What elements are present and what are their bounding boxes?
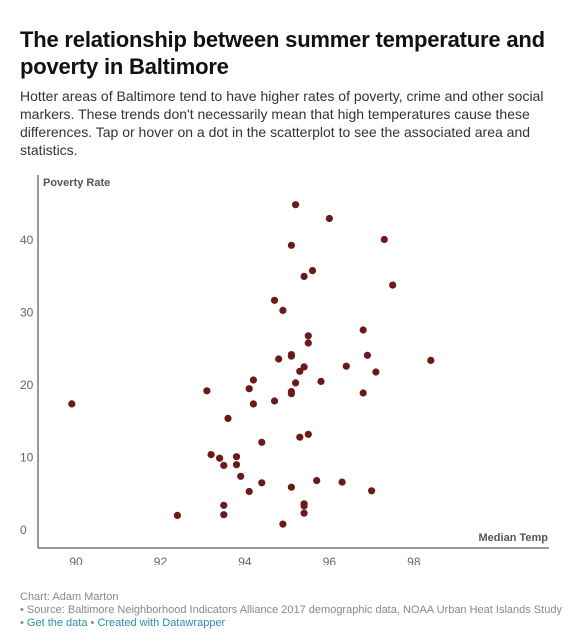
y-axis-title: Poverty Rate [43,177,110,189]
data-point[interactable] [300,363,308,371]
links-separator: • [87,617,98,629]
data-point[interactable] [359,326,367,334]
y-tick-labels: 0 10 20 30 40 [20,233,34,537]
data-point[interactable] [308,267,317,275]
data-point[interactable] [249,376,257,384]
data-point[interactable] [216,454,224,462]
data-point[interactable] [287,241,295,249]
get-data-link[interactable]: Get the data [26,617,88,629]
data-point[interactable] [313,477,321,485]
data-point[interactable] [389,281,397,289]
source-line: • Source: Baltimore Neighborhood Indicat… [20,604,562,616]
chart-description: Hotter areas of Baltimore tend to have h… [20,88,544,158]
y-tick-label: 40 [20,233,34,247]
data-point[interactable] [224,414,232,422]
data-point[interactable] [338,478,346,486]
data-point[interactable] [220,511,228,519]
data-point[interactable] [173,511,181,519]
datawrapper-link[interactable]: Created with Datawrapper [97,617,226,629]
credit-line: Chart: Adam Marton [20,591,119,603]
data-point[interactable] [258,479,266,487]
data-point[interactable] [232,453,241,461]
x-tick-label: 90 [69,555,83,565]
x-axis-title: Median Temp [479,532,549,544]
data-point[interactable] [372,368,380,376]
data-point[interactable] [359,389,367,397]
data-point[interactable] [275,355,283,363]
data-point[interactable] [380,235,388,244]
data-point[interactable] [270,397,279,405]
x-tick-label: 94 [238,555,252,565]
data-point[interactable] [220,501,228,509]
data-point[interactable] [245,385,253,393]
y-tick-label: 20 [20,378,34,392]
data-point[interactable] [296,367,304,375]
data-point[interactable] [427,356,435,364]
data-point[interactable] [220,461,228,469]
data-point[interactable] [258,438,266,446]
data-point[interactable] [287,352,295,360]
data-point[interactable] [304,430,312,438]
data-point[interactable] [300,502,308,510]
data-point[interactable] [304,339,312,347]
data-point[interactable] [317,377,325,385]
data-point[interactable] [325,214,333,223]
y-tick-label: 30 [20,306,34,320]
data-point[interactable] [287,388,295,396]
links-bullet: • [20,617,27,629]
data-point[interactable] [245,487,253,496]
data-point[interactable] [279,520,287,528]
links-line: • Get the data • Created with Datawrappe… [20,617,562,630]
data-point[interactable] [232,461,241,469]
data-points [68,201,435,528]
footer: Chart: Adam Marton • Source: Baltimore N… [20,591,562,630]
data-point[interactable] [279,306,287,314]
x-tick-label: 92 [154,555,168,565]
data-point[interactable] [304,332,312,340]
chart-title: The relationship between summer temperat… [20,27,545,79]
data-point[interactable] [207,451,215,459]
y-tick-label: 0 [20,523,27,537]
data-point[interactable] [203,387,211,395]
x-tick-label: 96 [323,555,337,565]
data-point[interactable] [300,272,308,280]
data-point[interactable] [300,509,308,517]
y-tick-label: 10 [20,450,34,464]
data-point[interactable] [287,483,295,491]
x-tick-label: 98 [407,555,421,565]
data-point[interactable] [368,487,376,495]
data-point[interactable] [363,351,371,359]
data-point[interactable] [296,433,304,441]
x-tick-labels: 90 92 94 96 98 [69,555,421,565]
data-point[interactable] [342,362,350,370]
data-point[interactable] [270,296,279,304]
data-point[interactable] [292,201,300,209]
data-point[interactable] [249,400,257,408]
data-point[interactable] [237,472,245,480]
data-point[interactable] [292,379,300,387]
data-point[interactable] [68,400,76,408]
